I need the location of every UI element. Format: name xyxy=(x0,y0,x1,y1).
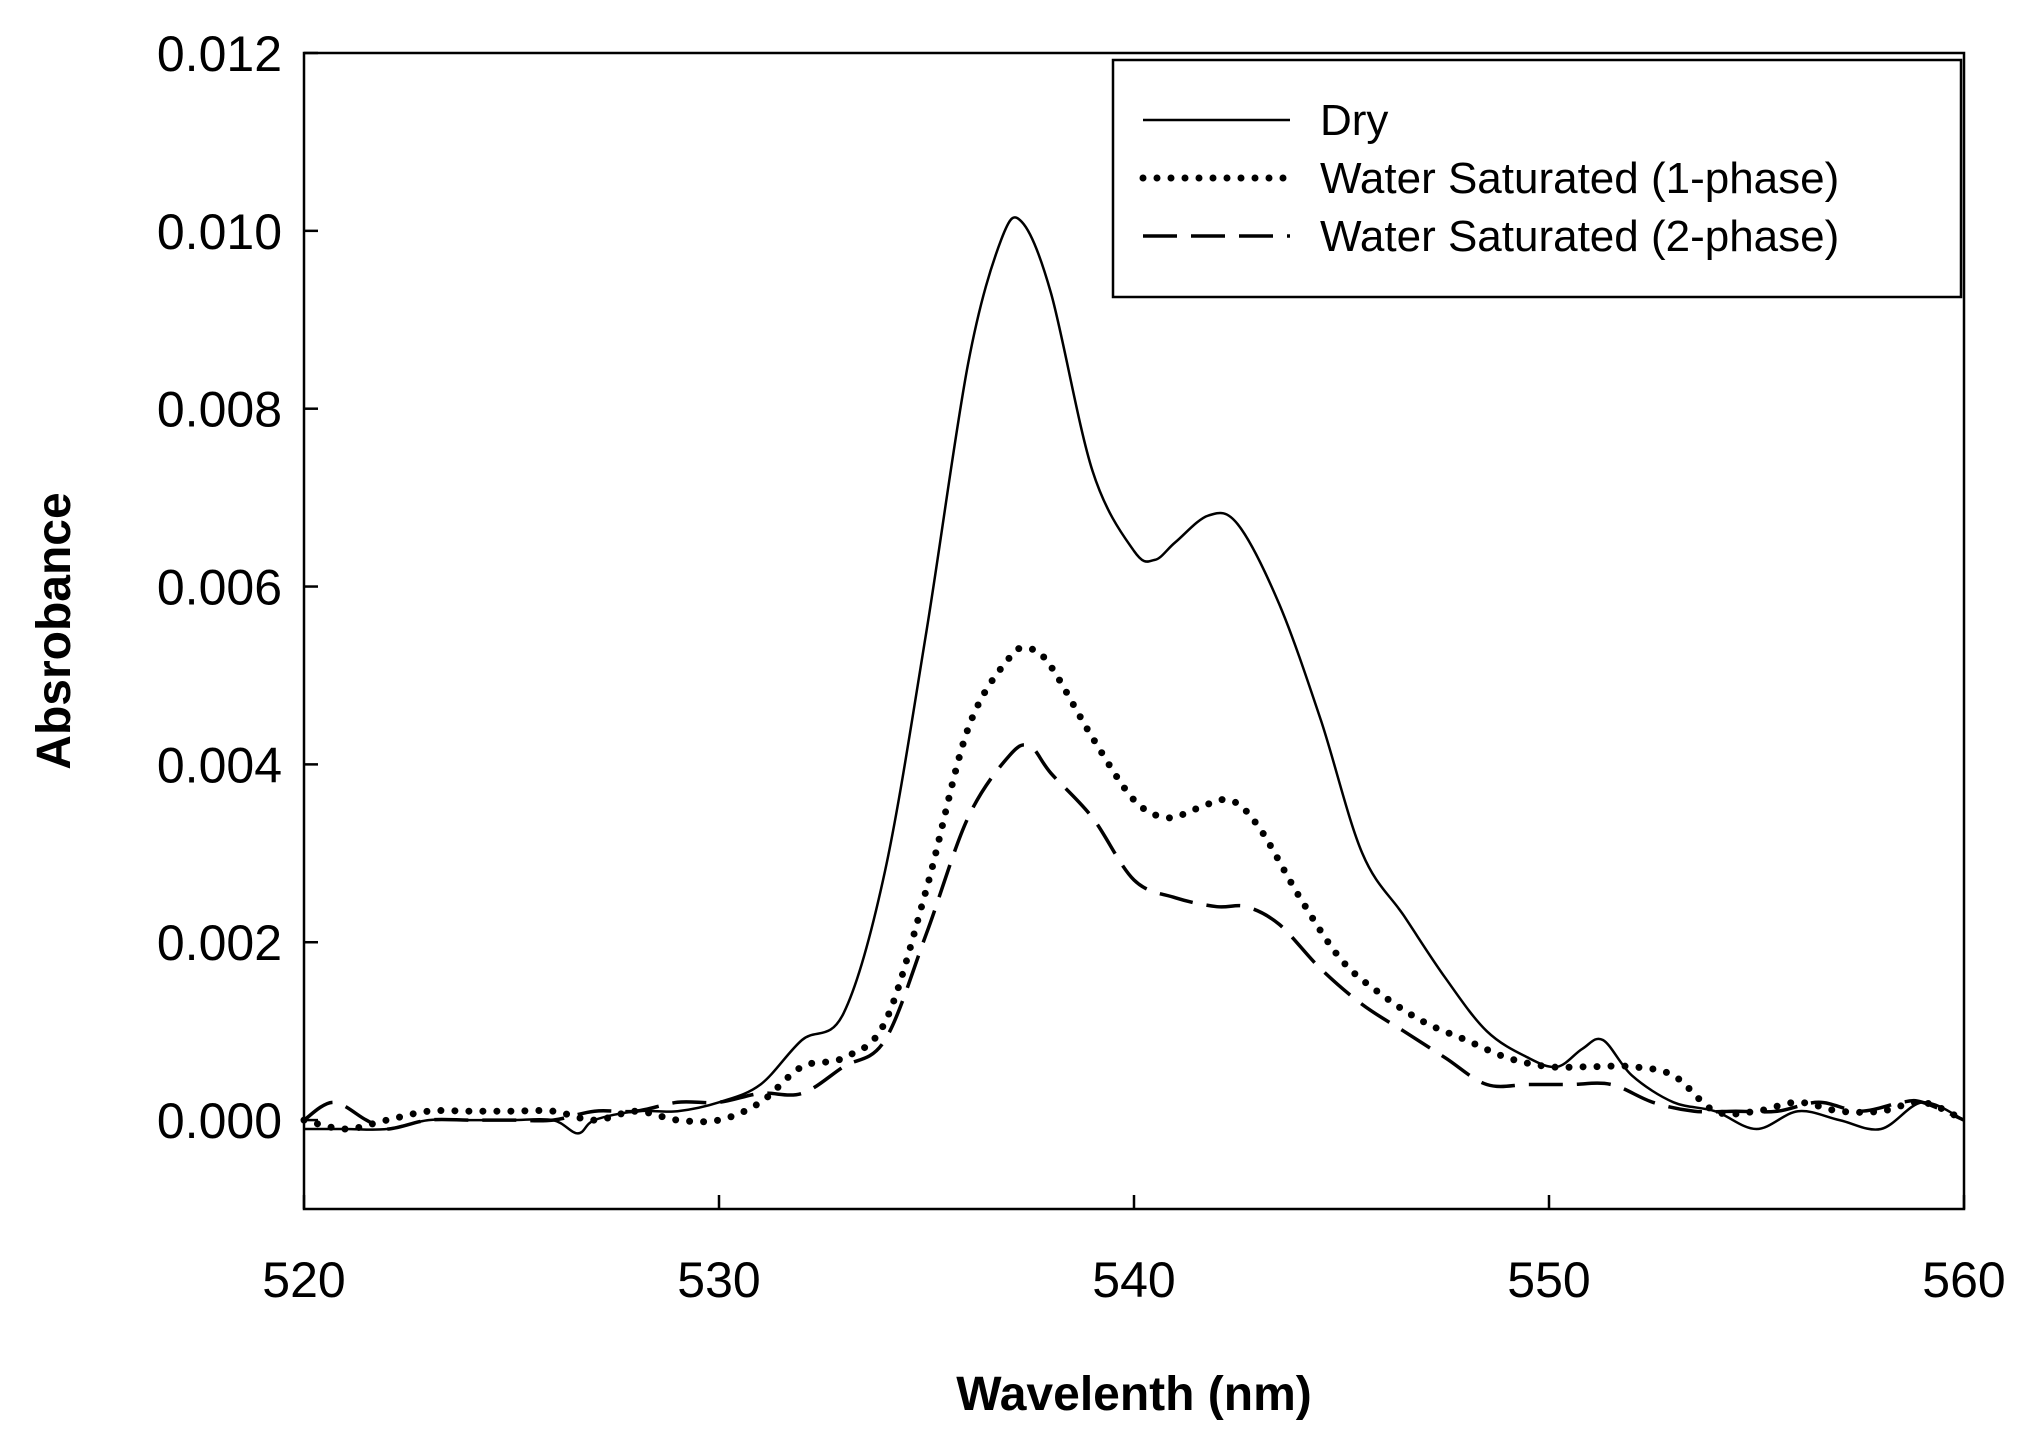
x-tick-label: 530 xyxy=(677,1252,760,1308)
series-line-water-saturated-2-phase xyxy=(302,743,1965,1131)
y-axis: 0.000 0.002 0.004 0.006 0.008 0.010 0.012 xyxy=(157,26,318,1149)
legend: Dry Water Saturated (1-phase) Water Satu… xyxy=(1111,58,1963,299)
series-line-water-saturated-1-phase xyxy=(300,643,1968,1133)
y-tick-label: 0.000 xyxy=(157,1093,282,1149)
series-line-dry xyxy=(303,216,1965,1135)
x-tick-label: 520 xyxy=(262,1252,345,1308)
series-layer xyxy=(300,216,1968,1135)
x-axis-title: Wavelenth (nm) xyxy=(956,1368,1312,1421)
legend-box xyxy=(1111,58,1963,299)
y-tick-label: 0.004 xyxy=(157,737,282,793)
x-tick-label: 550 xyxy=(1507,1252,1590,1308)
y-tick-label: 0.008 xyxy=(157,382,282,438)
legend-label-dry: Dry xyxy=(1320,96,1388,145)
x-axis: 520 530 540 550 560 xyxy=(262,1195,2006,1308)
y-tick-label: 0.010 xyxy=(157,204,282,260)
x-tick-label: 560 xyxy=(1922,1252,2005,1308)
x-tick-label: 540 xyxy=(1092,1252,1175,1308)
y-tick-label: 0.012 xyxy=(157,26,282,82)
legend-label-water-saturated-2-phase: Water Saturated (2-phase) xyxy=(1320,212,1839,261)
legend-label-water-saturated-1-phase: Water Saturated (1-phase) xyxy=(1320,154,1839,203)
y-tick-label: 0.006 xyxy=(157,560,282,616)
y-tick-label: 0.002 xyxy=(157,915,282,971)
y-axis-title: Absrobance xyxy=(28,492,81,769)
